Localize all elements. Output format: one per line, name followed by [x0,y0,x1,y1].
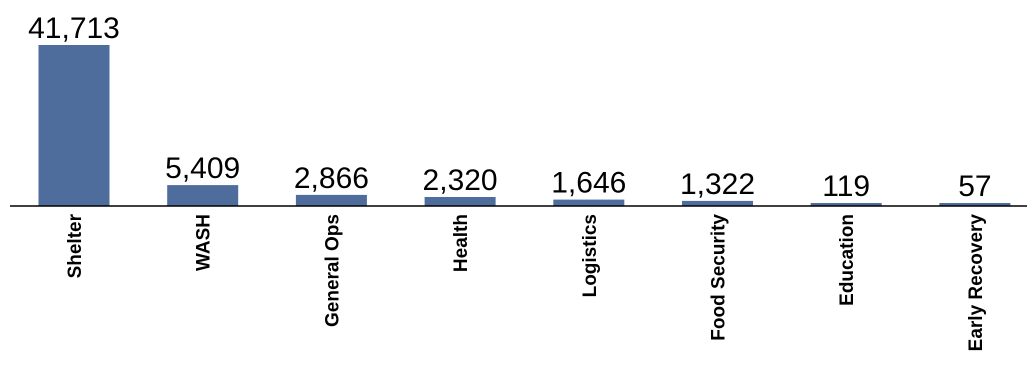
value-label-education: 119 [822,170,870,203]
category-label-logistics: Logistics [580,214,601,297]
bar-education [810,203,882,206]
category-label-early-recovery: Early Recovery [966,214,987,352]
category-label-education: Education [837,214,858,306]
bar-food-security [682,200,753,206]
value-label-health: 2,320 [423,164,498,197]
bar-wash [167,185,239,206]
value-labels-layer: 41,713 5,409 2,866 2,320 1,646 1,322 119 57 [28,12,991,203]
bar-health [424,197,496,206]
bar-logistics [553,199,625,206]
category-label-food-security: Food Security [709,214,730,341]
value-label-logistics: 1,646 [551,167,626,200]
value-label-general-ops: 2,866 [294,162,369,195]
category-label-shelter: Shelter [65,213,86,278]
bar-early-recovery [939,203,1011,206]
value-label-wash: 5,409 [165,152,240,185]
bar-shelter [38,45,110,206]
category-label-general-ops: General Ops [322,214,343,327]
category-label-wash: WASH [194,214,215,271]
value-label-early-recovery: 57 [958,170,991,203]
value-label-food-security: 1,322 [680,168,755,201]
bar-general-ops [295,194,367,206]
bars-layer [38,45,1011,206]
category-labels-layer: Shelter WASH General Ops Health Logistics Foo… [65,213,987,351]
value-label-shelter: 41,713 [28,12,120,45]
category-label-health: Health [451,214,472,272]
